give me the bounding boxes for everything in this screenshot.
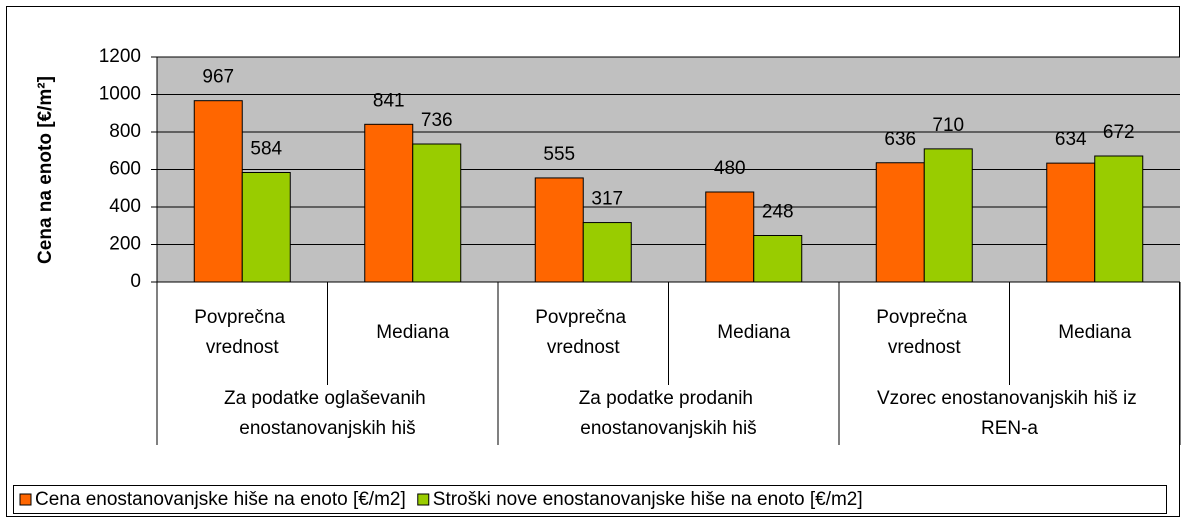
- y-tick-label: 400: [109, 196, 141, 217]
- legend-label: Stroški nove enostanovanjske hiše na eno…: [433, 489, 863, 510]
- bar: [875, 162, 925, 283]
- bar: [582, 222, 632, 283]
- bar: [412, 143, 462, 283]
- data-label: 634: [1055, 129, 1087, 150]
- data-label: 736: [421, 110, 453, 131]
- data-label: 710: [932, 115, 964, 136]
- data-label: 636: [884, 129, 916, 150]
- bar: [1046, 162, 1096, 283]
- y-tick-label: 600: [109, 159, 141, 180]
- data-label: 248: [762, 202, 794, 223]
- group-label: Za podatke prodanih enostanovanjskih hiš: [579, 388, 759, 439]
- y-axis-title: Cena na enoto [€/m²]: [35, 76, 56, 264]
- data-label: 967: [202, 67, 234, 88]
- legend-label: Cena enostanovanjske hiše na enoto [€/m2…: [35, 489, 406, 510]
- y-tick-label: 200: [109, 234, 141, 255]
- bar: [193, 100, 243, 283]
- bar: [753, 235, 803, 283]
- legend-marker: [19, 493, 32, 506]
- x-tick-label: Povprečna vrednost: [876, 307, 972, 358]
- x-tick-label: Mediana: [717, 322, 790, 343]
- bar: [923, 148, 973, 283]
- x-tick-label: Povprečna vrednost: [194, 307, 290, 358]
- bar: [364, 123, 414, 283]
- bar: [705, 191, 755, 283]
- y-tick-label: 0: [130, 271, 141, 292]
- data-label: 555: [543, 144, 575, 165]
- data-label: 672: [1103, 122, 1135, 143]
- group-label: Za podatke oglaševanih enostanovanjskih …: [224, 388, 431, 439]
- data-label: 841: [373, 90, 405, 111]
- bar: [241, 172, 291, 283]
- y-tick-label: 1200: [99, 46, 141, 67]
- bar: [534, 177, 584, 283]
- group-label: Vzorec enostanovanjskih hiš iz REN-a: [877, 388, 1142, 439]
- legend-marker: [417, 493, 430, 506]
- y-tick-label: 1000: [99, 84, 141, 105]
- x-tick-label: Mediana: [376, 322, 449, 343]
- bar: [1094, 155, 1144, 283]
- legend-box: [13, 485, 1167, 514]
- data-label: 317: [591, 189, 623, 210]
- y-tick-label: 800: [109, 121, 141, 142]
- x-tick-label: Mediana: [1058, 322, 1131, 343]
- x-tick-label: Povprečna vrednost: [535, 307, 631, 358]
- data-label: 480: [714, 158, 746, 179]
- data-label: 584: [250, 139, 282, 160]
